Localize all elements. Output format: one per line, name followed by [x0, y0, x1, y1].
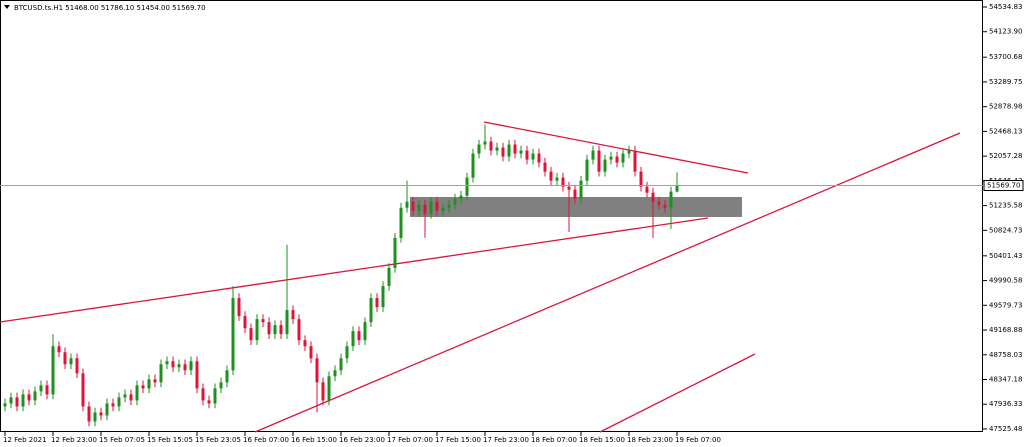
y-tick-label: 50824.73	[989, 226, 1022, 234]
x-tick-label: 16 Feb 23:00	[339, 436, 385, 444]
x-tick-label: 18 Feb 23:00	[627, 436, 673, 444]
trendlines	[0, 121, 961, 433]
x-tick-label: 17 Feb 15:00	[435, 436, 481, 444]
chart-header: BTCUSD.ts.H1 51468.00 51786.10 51454.00 …	[14, 4, 206, 12]
x-tick-label: 15 Feb 07:05	[99, 436, 145, 444]
current-price-box	[983, 179, 1024, 191]
x-tick-label: 18 Feb 07:00	[531, 436, 577, 444]
x-tick-label: 16 Feb 07:00	[243, 436, 289, 444]
trendline	[254, 132, 961, 433]
y-tick-label: 49990.58	[989, 277, 1022, 285]
y-tick-label: 52878.98	[989, 103, 1022, 111]
x-tick-label: 19 Feb 07:00	[675, 436, 721, 444]
x-tick-label: 15 Feb 23:05	[195, 436, 241, 444]
y-tick-label: 47525.48	[989, 425, 1022, 433]
y-tick-label: 49579.73	[989, 301, 1022, 309]
y-tick-label: 51235.58	[989, 202, 1022, 210]
y-tick-label: 54534.83	[989, 3, 1022, 11]
trendline	[599, 353, 756, 433]
x-tick-label: 17 Feb 07:00	[387, 436, 433, 444]
y-tick-label: 48347.18	[989, 375, 1022, 383]
trendline	[483, 121, 749, 174]
y-tick-label: 54123.90	[989, 28, 1022, 36]
support-zone	[410, 197, 742, 217]
x-tick-label: 18 Feb 15:00	[579, 436, 625, 444]
y-tick-label: 49168.88	[989, 326, 1022, 334]
x-tick-label: 17 Feb 23:00	[483, 436, 529, 444]
current-price-label: 51569.70	[987, 181, 1020, 189]
x-tick-label: 15 Feb 15:05	[147, 436, 193, 444]
y-tick-label: 53700.68	[989, 53, 1022, 61]
y-tick-label: 52057.28	[989, 152, 1022, 160]
header-arrow	[4, 5, 10, 9]
y-tick-label: 48758.03	[989, 351, 1022, 359]
x-tick-label: 12 Feb 23:00	[51, 436, 97, 444]
trendline	[0, 217, 709, 323]
y-tick-label: 52468.13	[989, 127, 1022, 135]
x-tick-label: 16 Feb 15:00	[291, 436, 337, 444]
x-tick-label: 12 Feb 2021	[3, 436, 47, 444]
y-tick-label: 53289.75	[989, 78, 1022, 86]
y-tick-label: 50401.43	[989, 252, 1022, 260]
y-tick-label: 47936.33	[989, 400, 1022, 408]
